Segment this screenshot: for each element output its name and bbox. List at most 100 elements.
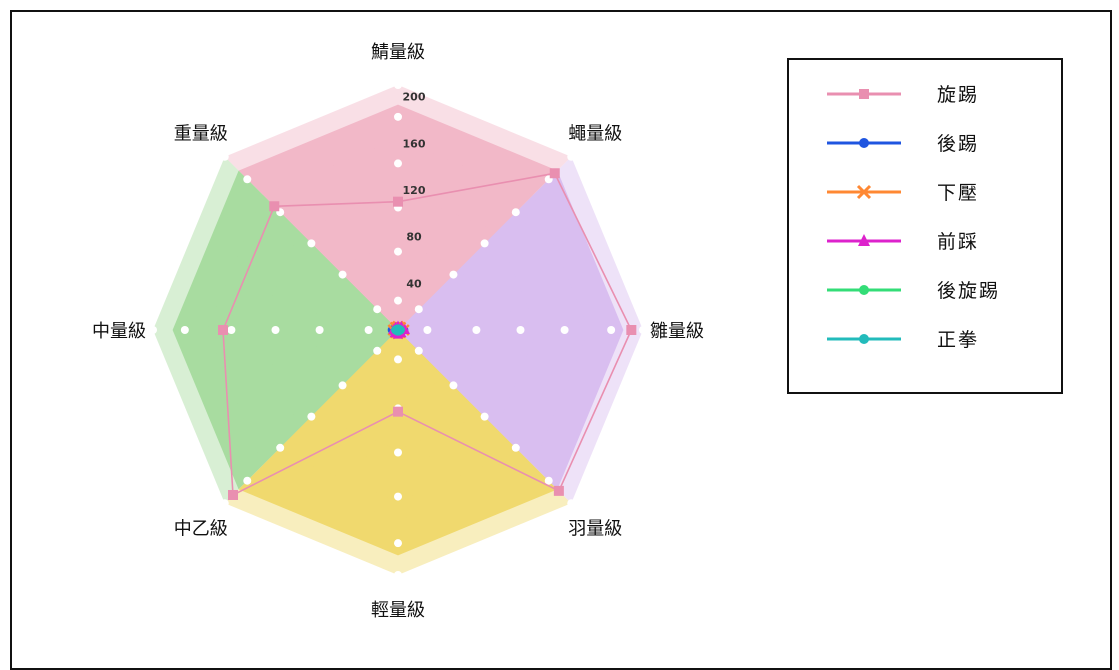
legend-swatch	[827, 285, 901, 295]
tick-label: 200	[403, 91, 426, 104]
axis-label: 雛量級	[650, 321, 704, 342]
legend-item: 下壓	[789, 172, 1059, 212]
series-point	[218, 325, 228, 335]
legend-swatch	[827, 184, 901, 200]
legend-label: 前踩	[937, 231, 980, 253]
sector-band	[398, 330, 447, 399]
grid-dot	[220, 152, 229, 161]
legend-label: 旋踢	[937, 84, 980, 106]
grid-dot	[394, 247, 402, 256]
sector-band	[398, 330, 467, 379]
grid-dot	[394, 355, 402, 364]
radar-background	[153, 85, 643, 575]
grid-dot	[480, 412, 489, 421]
grid-dot	[511, 208, 520, 217]
axis-label: 中量級	[92, 321, 146, 342]
grid-dot	[394, 571, 402, 579]
tick-label: 160	[403, 137, 426, 150]
tick-label: 80	[406, 231, 422, 244]
legend-marker	[859, 138, 869, 148]
legend-swatch	[827, 138, 901, 148]
grid-dot	[414, 346, 423, 355]
sector-band	[349, 330, 398, 399]
grid-dot	[639, 326, 647, 334]
grid-dot	[227, 326, 236, 334]
axis-label: 羽量級	[568, 518, 622, 539]
legend-item: 前踩	[789, 221, 1059, 261]
axis-label: 輕量級	[371, 600, 425, 621]
sector-band	[368, 309, 398, 330]
radial-ticks: 40 80 120 160 200	[403, 91, 426, 291]
sector-band	[329, 281, 398, 330]
grid-dot	[220, 499, 229, 508]
axis-label: 蠅量級	[568, 124, 622, 145]
grid-dot	[607, 326, 616, 334]
grid-dot	[364, 326, 373, 334]
legend-marker	[856, 184, 872, 200]
legend-marker	[859, 334, 869, 344]
axis-label: 中乙級	[174, 518, 228, 539]
legend: 旋踢後踢下壓前踩後旋踢正拳	[787, 58, 1063, 394]
grid-dot	[560, 326, 569, 334]
series-point	[269, 201, 280, 212]
grid-dot	[307, 239, 316, 248]
series-point	[553, 485, 564, 496]
legend-item: 後旋踢	[789, 270, 1059, 310]
series-point	[393, 196, 403, 207]
series-5	[391, 324, 405, 336]
sector-band	[398, 281, 467, 330]
grid-dot	[276, 443, 285, 452]
tick-label: 40	[406, 277, 422, 290]
grid-dot	[394, 81, 402, 89]
legend-item: 旋踢	[789, 74, 1059, 114]
legend-swatch	[827, 234, 901, 246]
grid-dot	[414, 305, 423, 314]
series-point	[228, 489, 239, 500]
grid-dot	[338, 381, 347, 390]
legend-label: 正拳	[937, 329, 980, 351]
axis-label: 重量級	[174, 124, 228, 145]
grid-dot	[516, 326, 525, 334]
grid-dot	[394, 448, 402, 457]
grid-dot	[338, 270, 347, 279]
grid-dot	[243, 476, 252, 485]
legend-item: 正拳	[789, 319, 1059, 359]
grid-dot	[472, 326, 481, 334]
legend-item: 後踢	[789, 123, 1059, 163]
grid-dot	[449, 270, 458, 279]
axis-label: 鯖量級	[371, 42, 425, 63]
sector-band	[349, 261, 398, 330]
legend-marker	[858, 234, 870, 246]
sector-band	[329, 330, 398, 379]
sector-band	[398, 330, 428, 351]
legend-swatch	[827, 334, 901, 344]
grid-dot	[307, 412, 316, 421]
grid-dot	[423, 326, 432, 334]
grid-dot	[544, 476, 553, 485]
grid-dot	[180, 326, 189, 334]
legend-marker	[859, 285, 869, 295]
series-point	[392, 326, 402, 336]
legend-label: 後踢	[937, 133, 980, 155]
series-point	[549, 168, 560, 179]
grid-dot	[243, 175, 252, 184]
grid-dot	[394, 539, 402, 548]
grid-dot	[373, 346, 382, 355]
legend-label: 下壓	[937, 182, 980, 204]
legend-label: 後旋踢	[937, 280, 1001, 302]
grid-dot	[449, 381, 458, 390]
grid-dot	[394, 159, 402, 168]
legend-marker	[859, 89, 869, 99]
grid-dot	[373, 305, 382, 314]
series-point	[393, 406, 403, 417]
grid-dot	[394, 492, 402, 501]
tick-label: 120	[403, 184, 426, 197]
grid-dot	[511, 443, 520, 452]
grid-dot	[480, 239, 489, 248]
grid-dot	[394, 112, 402, 121]
grid-dot	[315, 326, 324, 334]
grid-dot	[567, 499, 576, 508]
series-0	[218, 168, 637, 500]
